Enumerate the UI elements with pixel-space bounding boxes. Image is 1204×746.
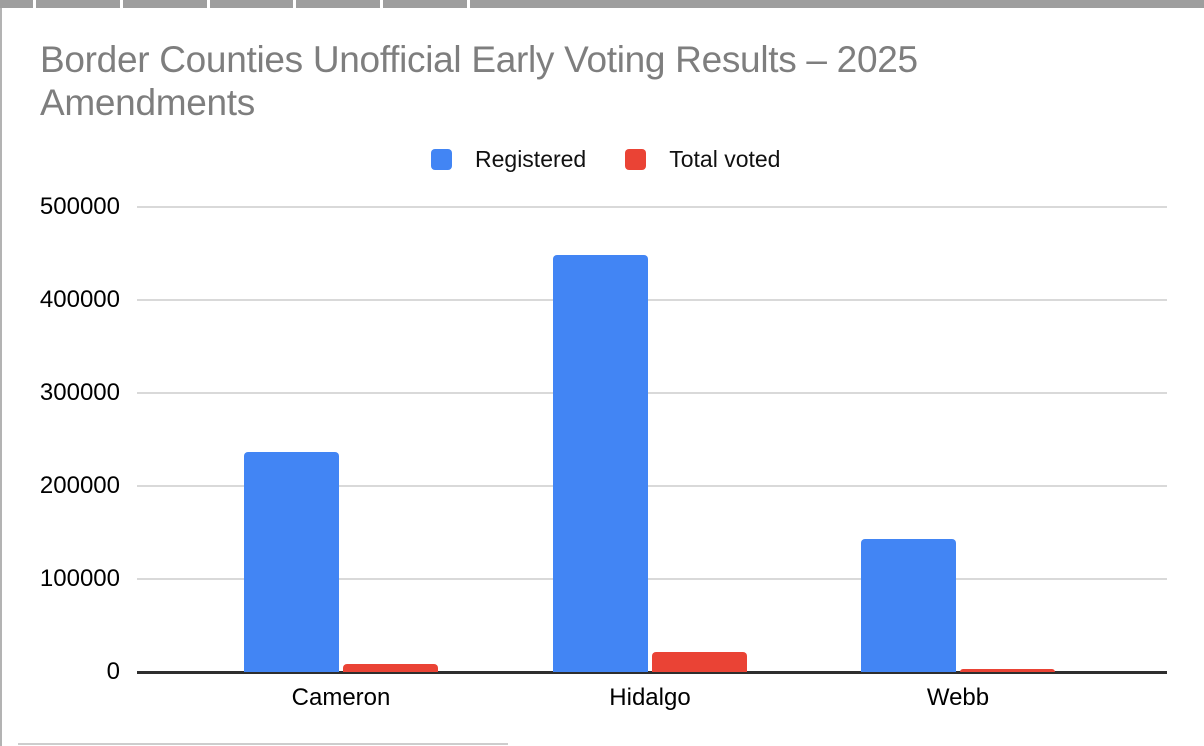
x-axis-category-label-hidalgo: Hidalgo: [609, 684, 691, 711]
legend-label: Registered: [475, 146, 587, 172]
bar-registered-webb[interactable]: [861, 539, 956, 672]
y-axis-tick-label-400000: 400000: [39, 286, 120, 313]
legend-label: Total voted: [669, 146, 781, 172]
sheet-column-gridline-gap: [380, 0, 383, 8]
y-axis-tick-label-0: 0: [106, 658, 120, 685]
window-bottom-border: [18, 743, 508, 745]
chart-title-line-2: Amendments: [40, 82, 255, 123]
y-axis-tick-label-100000: 100000: [39, 565, 120, 592]
y-axis-tick-label-300000: 300000: [39, 379, 120, 406]
x-axis-category-label-cameron: Cameron: [291, 684, 391, 711]
sheet-column-gridline-gap: [467, 0, 470, 8]
y-gridline-100000: [137, 578, 1167, 580]
sheet-column-gridline-gap: [207, 0, 210, 8]
bar-registered-cameron[interactable]: [244, 451, 339, 672]
sheet-column-gridline-gap: [120, 0, 123, 8]
y-gridline-200000: [137, 485, 1167, 487]
legend-swatch-icon: [431, 148, 452, 170]
x-axis-category-label-webb: Webb: [926, 684, 990, 711]
bar-total-voted-hidalgo[interactable]: [652, 651, 747, 672]
sheet-column-gridline-gap: [33, 0, 36, 8]
bar-total-voted-cameron[interactable]: [343, 663, 438, 672]
legend-item-registered[interactable]: Registered: [431, 146, 587, 172]
y-gridline-300000: [137, 392, 1167, 394]
y-gridline-400000: [137, 299, 1167, 301]
window-top-border: [0, 0, 1204, 8]
bar-registered-hidalgo[interactable]: [553, 255, 648, 672]
y-gridline-500000: [137, 206, 1167, 208]
y-axis-tick-label-500000: 500000: [39, 193, 120, 220]
y-axis-tick-label-200000: 200000: [39, 472, 120, 499]
sheet-column-gridline-gap: [293, 0, 296, 8]
legend-item-total-voted[interactable]: Total voted: [625, 146, 781, 172]
legend-swatch-icon: [625, 148, 647, 170]
chart-title: Border Counties Unofficial Early Voting …: [40, 38, 918, 124]
x-axis-baseline: [137, 671, 1167, 674]
chart-title-line-1: Border Counties Unofficial Early Voting …: [40, 39, 918, 80]
chart-legend: Registered Total voted: [431, 146, 781, 172]
bar-total-voted-webb[interactable]: [960, 669, 1055, 672]
window-left-border: [0, 8, 2, 746]
